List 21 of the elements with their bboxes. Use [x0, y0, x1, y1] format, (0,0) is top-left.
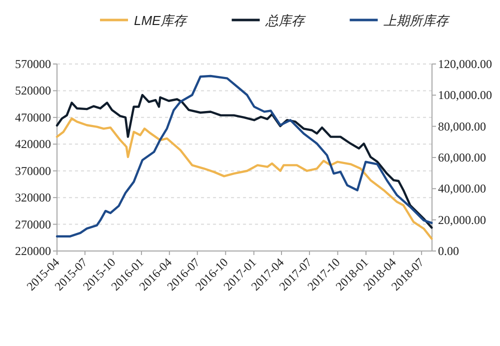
line-series	[56, 94, 433, 229]
y-tick-label: 420000	[15, 137, 51, 152]
y-tick-label: 470000	[15, 110, 51, 124]
legend-label: LME库存	[134, 13, 189, 28]
y-tick-label: 570000	[15, 57, 51, 71]
y-tick-label: 270000	[15, 217, 51, 232]
y2-tick-label: 80,000.00	[438, 119, 486, 134]
line-series	[56, 117, 433, 240]
y-tick-label: 220000	[15, 244, 51, 258]
line-series	[56, 74, 433, 238]
y2-tick-label: 0.00	[438, 244, 459, 258]
y-tick-label: 520000	[15, 84, 51, 98]
y2-tick-label: 120,000.00	[438, 57, 492, 71]
legend-label: 总库存	[264, 13, 307, 28]
y2-tick-label: 100,000.00	[438, 88, 492, 102]
y-tick-label: 320000	[15, 190, 51, 205]
y2-tick-label: 60,000.00	[438, 150, 486, 164]
y2-tick-label: 20,000.00	[438, 212, 486, 227]
legend-label: 上期所库存	[384, 13, 451, 28]
y2-tick-label: 40,000.00	[438, 182, 486, 196]
y-tick-label: 370000	[15, 164, 51, 178]
